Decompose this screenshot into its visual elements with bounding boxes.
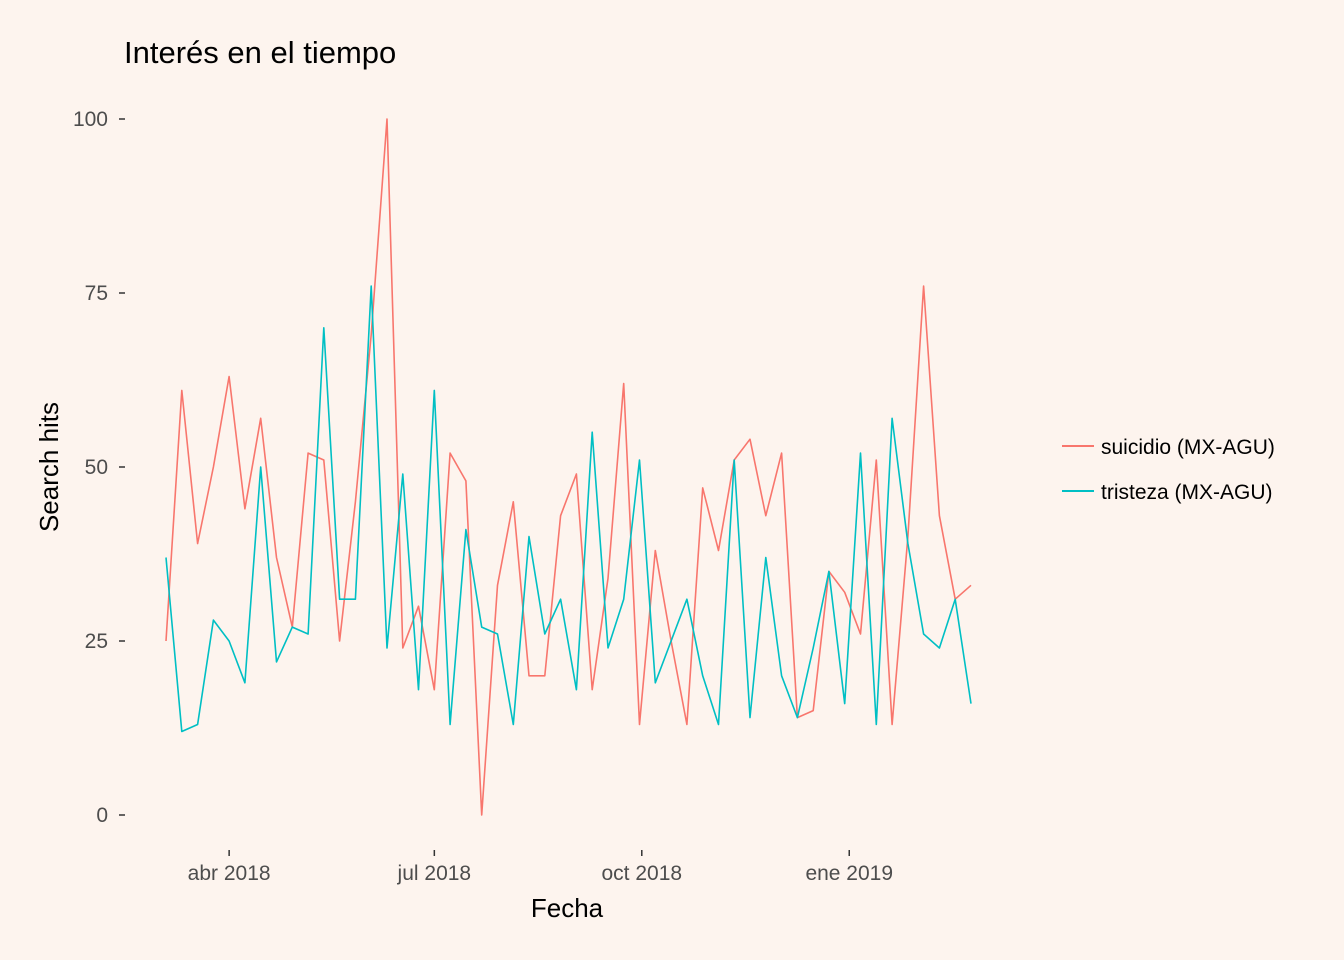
x-tick-label: jul 2018 (397, 862, 472, 885)
y-tick-label: 100 (73, 108, 108, 131)
y-tick-label: 0 (96, 804, 108, 827)
plot-area (165, 118, 972, 816)
y-axis: 0 25 50 75 100 (73, 108, 125, 827)
legend: suicidio (MX-AGU) tristeza (MX-AGU) (1062, 436, 1275, 504)
x-axis: abr 2018 jul 2018 oct 2018 ene 2019 (188, 850, 893, 885)
legend-label-tristeza: tristeza (MX-AGU) (1101, 481, 1273, 504)
x-tick-label: oct 2018 (601, 862, 682, 885)
y-tick-label: 75 (85, 282, 108, 305)
chart-title: Interés en el tiempo (124, 35, 396, 70)
series-line-tristeza (165, 285, 972, 733)
x-axis-title: Fecha (531, 893, 604, 923)
series-line-suicidio (165, 118, 972, 816)
x-tick-label: abr 2018 (188, 862, 271, 885)
y-tick-label: 25 (85, 630, 108, 653)
y-tick-label: 50 (85, 456, 108, 479)
x-tick-label: ene 2019 (805, 862, 893, 885)
legend-label-suicidio: suicidio (MX-AGU) (1101, 436, 1275, 459)
y-axis-title: Search hits (34, 402, 64, 532)
